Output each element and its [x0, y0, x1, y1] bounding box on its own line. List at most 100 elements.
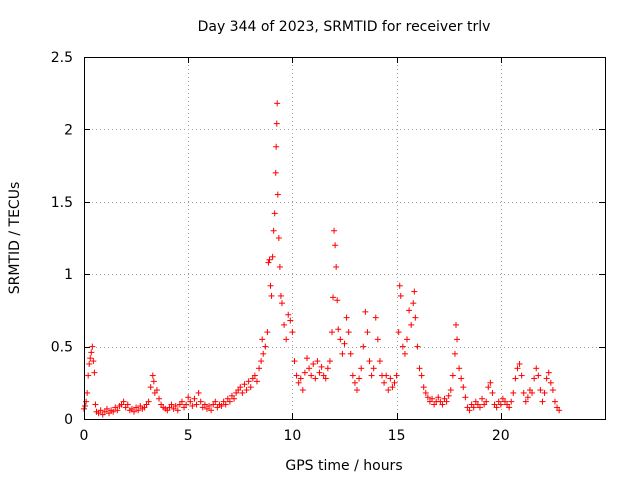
data-point	[399, 343, 406, 350]
data-point	[314, 358, 321, 365]
data-point	[245, 378, 252, 385]
data-point	[485, 384, 492, 391]
data-point	[556, 407, 563, 414]
data-point	[124, 401, 131, 408]
data-point	[222, 401, 229, 408]
data-point	[524, 394, 531, 401]
data-point	[212, 398, 219, 405]
data-point	[551, 398, 558, 405]
data-point	[82, 402, 89, 409]
data-point	[364, 329, 371, 336]
data-point	[381, 379, 388, 386]
data-point	[266, 256, 273, 263]
data-point	[265, 259, 272, 266]
data-point	[420, 384, 427, 391]
data-point	[185, 394, 192, 401]
data-point	[341, 340, 348, 347]
data-point	[454, 336, 461, 343]
data-point	[281, 321, 288, 328]
y-axis-title: SRMTID / TECUs	[7, 182, 23, 295]
data-point	[253, 378, 260, 385]
data-point	[408, 321, 415, 328]
data-point	[451, 350, 458, 357]
data-point	[376, 358, 383, 365]
y-tick-label: 0	[64, 412, 73, 428]
data-point	[193, 401, 200, 408]
data-point	[274, 100, 281, 107]
data-point	[345, 329, 352, 336]
data-point	[268, 292, 275, 299]
data-point	[522, 398, 529, 405]
data-point	[422, 389, 429, 396]
data-point	[356, 375, 363, 382]
data-point	[385, 387, 392, 394]
data-point	[333, 263, 340, 270]
data-point	[387, 375, 394, 382]
data-point	[172, 402, 179, 409]
data-point	[87, 355, 94, 362]
data-point	[435, 394, 442, 401]
data-point	[347, 350, 354, 357]
x-tick-label: 15	[388, 428, 406, 444]
data-point	[150, 378, 157, 385]
data-point	[259, 336, 266, 343]
data-point	[510, 389, 517, 396]
data-point	[278, 300, 285, 307]
data-point	[389, 384, 396, 391]
data-point	[458, 375, 465, 382]
data-point	[395, 329, 402, 336]
data-point	[110, 408, 117, 415]
data-point	[131, 408, 138, 415]
data-point	[404, 336, 411, 343]
data-point	[308, 372, 315, 379]
data-point	[406, 307, 413, 314]
data-point	[239, 389, 246, 396]
data-point	[322, 375, 329, 382]
data-point	[332, 242, 339, 249]
data-point	[291, 358, 298, 365]
x-tick-label: 10	[283, 428, 301, 444]
data-point	[447, 387, 454, 394]
data-point	[183, 401, 190, 408]
x-tick-label: 5	[184, 428, 193, 444]
data-point	[443, 398, 450, 405]
x-axis-title: GPS time / hours	[285, 458, 402, 474]
data-point	[97, 407, 104, 414]
data-point	[91, 369, 98, 376]
data-point	[391, 379, 398, 386]
data-point	[88, 349, 95, 356]
data-point	[147, 384, 154, 391]
data-point	[243, 387, 250, 394]
y-tick-label: 1	[64, 267, 73, 283]
data-point	[393, 372, 400, 379]
data-point	[89, 343, 96, 350]
data-point	[514, 365, 521, 372]
data-point	[328, 329, 335, 336]
y-tick-label: 0.5	[51, 340, 73, 356]
data-point	[156, 395, 163, 402]
data-point	[429, 395, 436, 402]
chart-title: Day 344 of 2023, SRMTID for receiver trl…	[198, 19, 491, 35]
data-point	[271, 210, 278, 217]
data-point	[168, 401, 175, 408]
data-point	[470, 404, 477, 411]
data-point	[273, 120, 280, 127]
data-point	[276, 263, 283, 270]
data-point	[466, 407, 473, 414]
data-point	[264, 329, 271, 336]
data-point	[90, 358, 97, 365]
data-point	[275, 235, 282, 241]
data-point	[401, 350, 408, 357]
data-point	[411, 288, 418, 295]
data-point	[414, 343, 421, 350]
data-point	[267, 282, 274, 289]
data-point	[537, 387, 544, 394]
data-point	[360, 343, 367, 350]
data-point	[149, 372, 156, 379]
data-point	[362, 308, 369, 315]
data-point	[508, 398, 515, 405]
data-point	[120, 398, 127, 405]
data-point	[231, 395, 238, 402]
y-tick-label: 2	[64, 122, 73, 138]
